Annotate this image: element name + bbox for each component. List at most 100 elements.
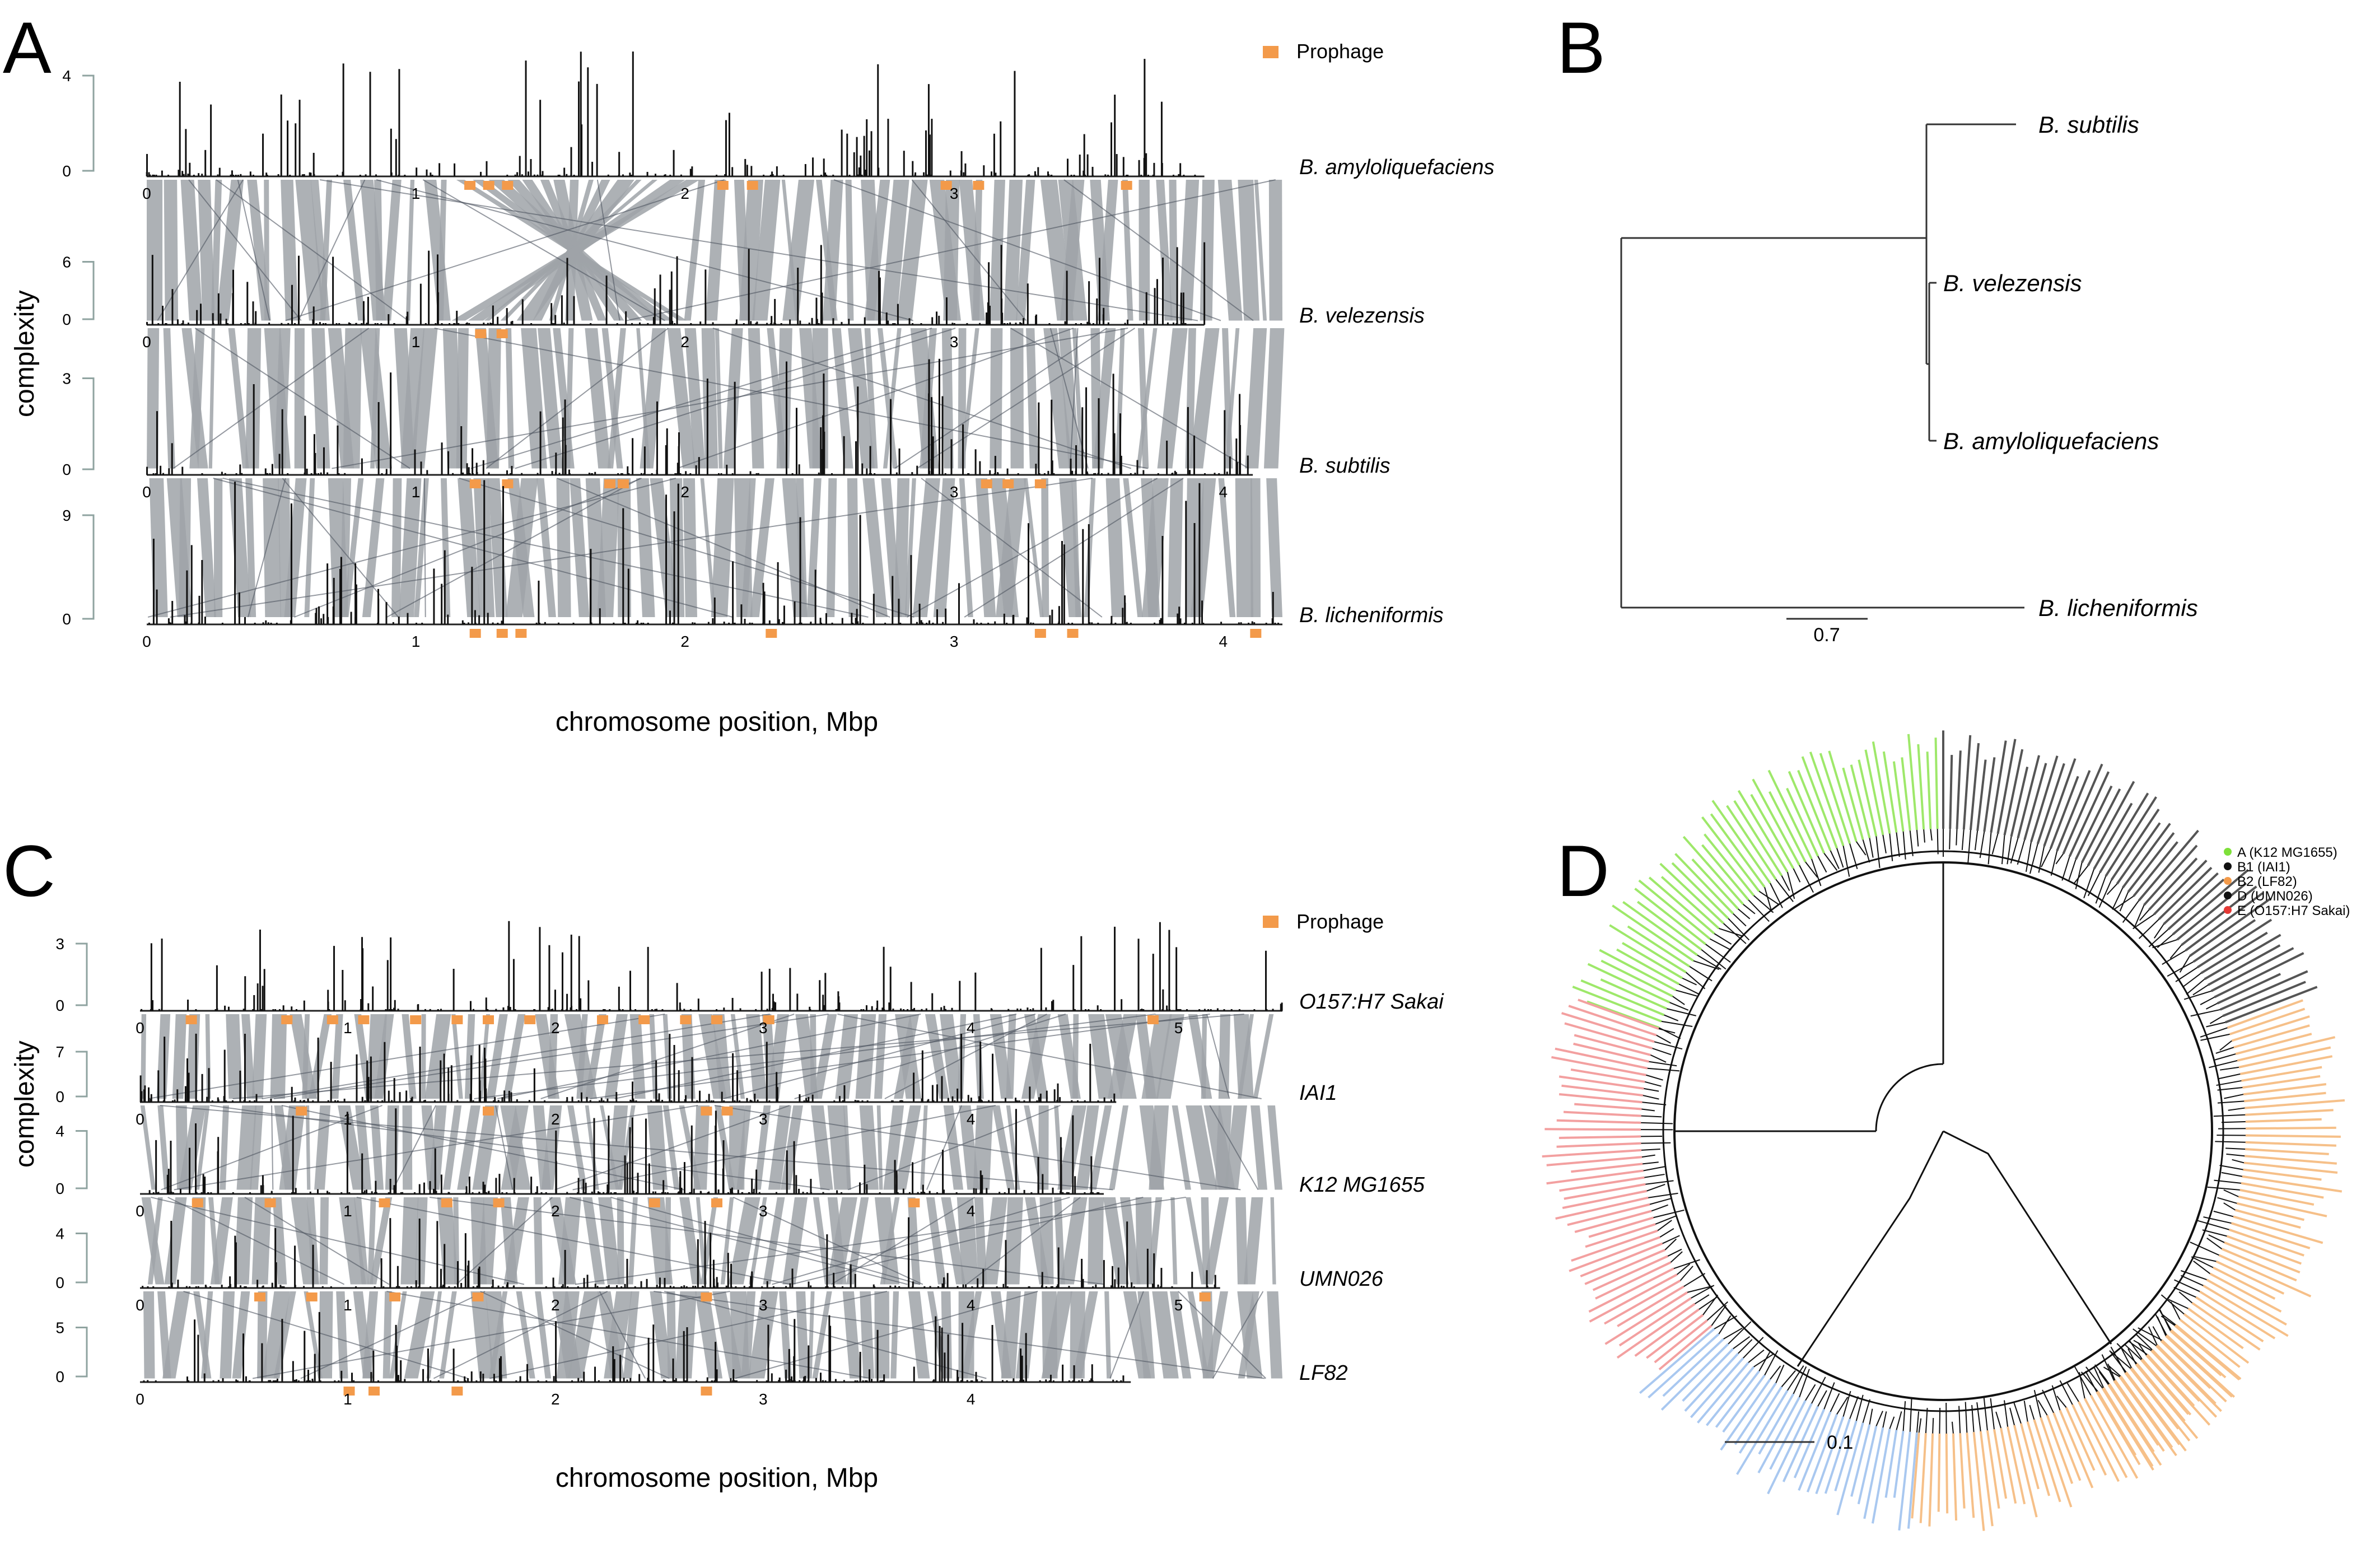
tip-label-mark: [2040, 1417, 2073, 1508]
tip-label-mark: [1604, 1291, 1688, 1345]
prophage-marker: [410, 1015, 422, 1024]
synteny-band: [796, 478, 808, 617]
track-xtick-label: 4: [967, 1019, 976, 1037]
synteny-band: [741, 478, 756, 617]
tip-branch: [1641, 1149, 1660, 1151]
synteny-band: [451, 1014, 463, 1099]
synteny-band: [768, 1105, 792, 1190]
synteny-band: [311, 328, 330, 469]
synteny-link: [456, 1197, 553, 1285]
tip-branch: [1823, 1382, 1835, 1410]
tip-label-mark: [1658, 1324, 1713, 1371]
tip-branch: [1718, 1315, 1732, 1334]
track-xtick-label: 2: [680, 333, 689, 351]
tip-label-mark: [1674, 853, 1734, 914]
tip-branch: [1664, 1014, 1679, 1021]
track-xtick-label: 3: [950, 333, 959, 351]
synteny-band: [1205, 1291, 1229, 1379]
synteny-link: [1206, 1014, 1230, 1099]
synteny-link: [714, 1105, 1241, 1191]
synteny-link: [1212, 1291, 1264, 1379]
synteny-band: [1119, 1197, 1141, 1285]
tip-label-mark: [1701, 816, 1760, 892]
track-xtick-label: 2: [551, 1019, 560, 1037]
tip-label-mark: [1907, 1432, 1918, 1529]
synteny-band: [294, 328, 305, 469]
synteny-band: [1245, 328, 1267, 469]
synteny-link: [213, 478, 733, 618]
prophage-marker: [1250, 629, 1262, 638]
tip-label-mark: [2241, 1182, 2324, 1199]
synteny-band: [897, 180, 928, 321]
tip-label-mark: [1917, 744, 1925, 830]
synteny-band: [1071, 478, 1081, 617]
tip-label-mark: [2187, 1308, 2244, 1350]
tree-branch: [1943, 1130, 2112, 1345]
tip-branch: [1650, 1054, 1667, 1063]
tip-branch: [1655, 1215, 1677, 1225]
track-xtick-label: 2: [551, 1390, 560, 1408]
synteny-band: [250, 1105, 264, 1190]
tip-branch: [1728, 918, 1750, 941]
tip-branch: [1711, 1305, 1727, 1326]
prophage-marker: [940, 181, 952, 190]
synteny-band: [894, 1014, 920, 1099]
synteny-band: [982, 1197, 1007, 1285]
tip-label-mark: [1612, 904, 1695, 962]
tip-label-mark: [1634, 1308, 1700, 1357]
synteny-band: [1107, 1014, 1138, 1099]
tip-branch: [2037, 1399, 2048, 1416]
prophage-marker: [701, 1292, 712, 1301]
tip-branch: [1679, 1266, 1693, 1281]
tip-branch: [2154, 923, 2164, 939]
synteny-link: [319, 179, 1198, 321]
tip-label-mark: [1734, 1382, 1777, 1445]
synteny-link: [232, 1014, 1244, 1099]
tip-branch: [1875, 836, 1881, 868]
tip-branch: [2182, 973, 2202, 988]
tip-label-mark: [1872, 741, 1891, 834]
tip-label-mark: [2007, 1426, 2026, 1505]
prophage-marker: [343, 1387, 355, 1396]
tip-label-mark: [1809, 752, 1845, 847]
synteny-link: [237, 179, 270, 321]
tip-branch: [2162, 1314, 2176, 1326]
synteny-band: [876, 1105, 883, 1190]
tip-branch: [2186, 978, 2205, 995]
tip-branch: [1685, 972, 1706, 990]
tip-branch: [1923, 829, 1925, 843]
tip-branch: [1644, 1088, 1659, 1092]
synteny-band: [1156, 180, 1173, 321]
tip-label-mark: [2169, 1329, 2222, 1376]
tip-label-mark: [1966, 1432, 1975, 1518]
tip-branch: [1670, 1251, 1683, 1263]
tip-branch: [1743, 1337, 1764, 1359]
synteny-link: [837, 1014, 1262, 1099]
legend-label-a: A (K12 MG1655): [2237, 845, 2337, 860]
tip-label-mark: [2127, 832, 2175, 893]
track-ytick-label: 0: [55, 1274, 64, 1291]
panel-b-leaf-b-velezensis: B. velezensis: [1943, 270, 2082, 296]
tip-branch: [1669, 1002, 1689, 1011]
panel-b-tree-branches: [1620, 123, 2024, 609]
track-xtick-label: 4: [1219, 483, 1228, 501]
synteny-band: [362, 1291, 379, 1379]
tip-label-mark: [2059, 1410, 2094, 1488]
tip-label-mark: [2231, 1222, 2311, 1249]
synteny-band: [1138, 180, 1150, 321]
synteny-band: [414, 1197, 428, 1285]
tip-label-mark: [1567, 1203, 1650, 1226]
synteny-band: [748, 328, 764, 469]
tip-branch: [1719, 928, 1743, 937]
track-ytick-label: 4: [62, 67, 71, 85]
tip-label-mark: [1616, 948, 1680, 986]
synteny-band: [457, 1105, 480, 1190]
tip-label-mark: [1757, 1397, 1800, 1474]
track-xtick-label: 1: [343, 1296, 352, 1314]
synteny-band: [355, 1105, 372, 1190]
tip-branch: [1793, 868, 1801, 883]
tip-branch: [2051, 1385, 2061, 1411]
synteny-link: [148, 1014, 665, 1099]
tip-label-mark: [2080, 788, 2121, 864]
synteny-band: [1060, 1197, 1088, 1285]
